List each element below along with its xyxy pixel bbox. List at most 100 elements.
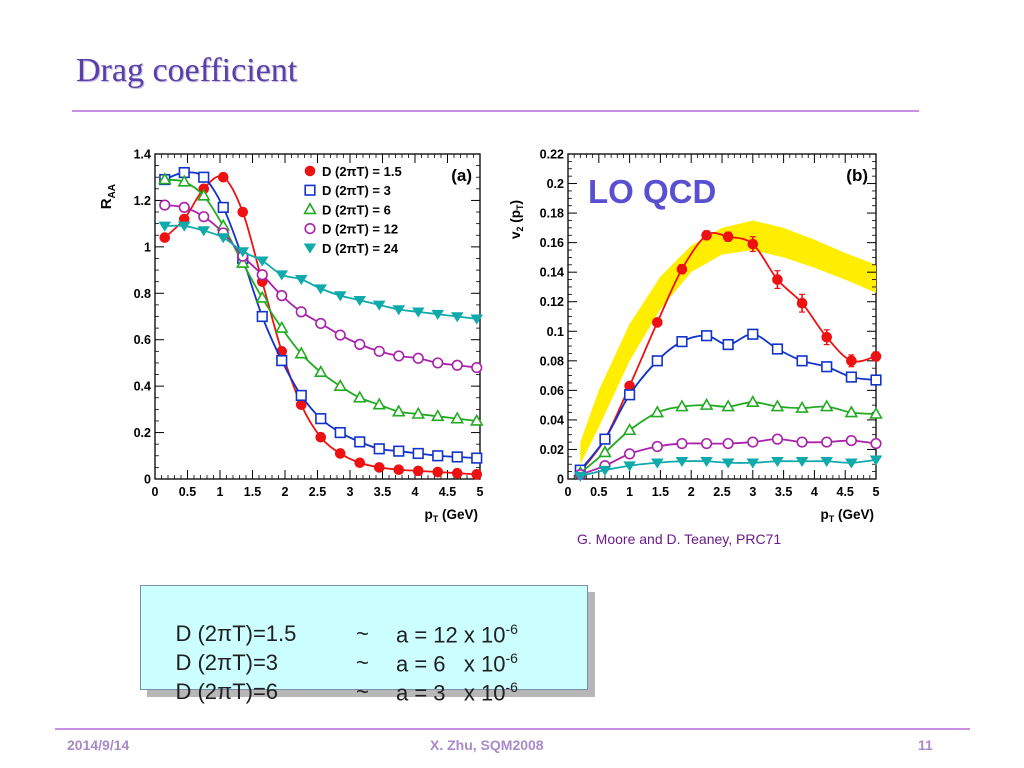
series-4 [574, 433, 882, 481]
data-point [869, 455, 883, 466]
y-axis-title: RAA [98, 184, 118, 209]
equation-line-1: D (2πT)=1.5 ~ a = 12 x 10-6 [151, 595, 517, 673]
data-point [598, 445, 612, 458]
data-point [722, 231, 734, 243]
data-point [334, 329, 346, 341]
data-point [770, 399, 785, 412]
x-tick-label: 4 [412, 485, 419, 499]
x-axis-title: pT (GeV) [820, 507, 874, 524]
y-tick-label: 0.04 [540, 413, 564, 427]
data-point [700, 456, 713, 468]
data-point [772, 274, 783, 285]
data-point [432, 450, 444, 462]
data-point [178, 201, 190, 213]
data-point [431, 309, 445, 320]
data-point [701, 229, 712, 241]
data-point [334, 448, 346, 459]
data-point [411, 406, 426, 419]
data-point [471, 361, 483, 374]
data-point [313, 364, 328, 378]
data-point [746, 394, 760, 407]
data-point [373, 462, 385, 473]
legend-label: D (2πT) = 24 [322, 241, 399, 256]
data-point [574, 471, 587, 482]
y-tick-label: 0.8 [134, 287, 151, 301]
x-tick-label: 3.5 [775, 485, 792, 499]
panel-label: (a) [451, 166, 472, 185]
data-point [198, 171, 210, 183]
data-point [217, 201, 229, 213]
x-tick-label: 4 [811, 485, 818, 499]
data-point [651, 440, 663, 453]
data-point [392, 305, 406, 316]
data-point [432, 466, 444, 478]
y-tick-label: 0.6 [134, 333, 151, 347]
data-point [198, 211, 210, 223]
data-point [869, 406, 883, 419]
legend-marker [303, 243, 317, 254]
x-tick-label: 1 [626, 485, 633, 499]
data-point [821, 436, 833, 448]
data-point [675, 399, 689, 412]
x-tick-label: 1.5 [244, 485, 261, 499]
equation-tilde: ~ [356, 679, 369, 704]
x-tick-label: 1.5 [652, 485, 669, 499]
data-point [623, 461, 636, 472]
y-tick-label: 0.06 [540, 384, 564, 398]
panel-label: (b) [846, 166, 868, 185]
data-point [650, 405, 665, 418]
x-tick-label: 2.5 [309, 485, 326, 499]
legend-label: D (2πT) = 3 [322, 183, 391, 198]
data-point [471, 469, 483, 480]
data-point [451, 467, 463, 479]
data-point [294, 275, 308, 286]
data-point [821, 331, 833, 343]
data-point [197, 226, 211, 237]
data-point [795, 400, 809, 413]
data-point [450, 411, 465, 424]
data-point [236, 247, 250, 258]
data-point [274, 320, 289, 333]
data-point [701, 437, 713, 450]
data-point [469, 413, 484, 426]
data-point [796, 355, 808, 367]
y-tick-label: 0.02 [540, 443, 564, 457]
data-point [845, 434, 857, 447]
data-point [256, 310, 268, 323]
data-point [722, 338, 734, 351]
y-tick-label: 0.2 [134, 426, 151, 440]
lo-qcd-annotation: LO QCD [588, 173, 716, 210]
data-point [315, 431, 327, 443]
data-point [676, 336, 688, 348]
data-point [624, 448, 636, 460]
data-point [819, 399, 834, 412]
data-point [315, 413, 327, 425]
data-point [159, 232, 171, 243]
data-point [276, 355, 288, 367]
data-point [450, 312, 464, 323]
figure-credit: G. Moore and D. Teaney, PRC71 [577, 531, 782, 547]
data-point [255, 290, 270, 303]
series-1 [159, 171, 483, 480]
x-tick-label: 1 [217, 485, 224, 499]
x-tick-label: 3.5 [374, 485, 391, 499]
data-point [372, 397, 387, 410]
data-point [412, 447, 424, 460]
y-tick-label: 0.12 [540, 295, 564, 309]
data-point [651, 355, 663, 367]
data-point [411, 307, 425, 318]
y-tick-label: 0.18 [540, 207, 564, 221]
x-tick-label: 2 [282, 485, 289, 499]
legend-label: D (2πT) = 1.5 [322, 164, 402, 179]
data-point [771, 433, 784, 445]
x-tick-label: 5 [873, 485, 880, 499]
data-point [796, 297, 808, 309]
data-point [795, 456, 809, 468]
data-point [353, 295, 367, 306]
data-point [844, 405, 859, 418]
data-point [845, 371, 857, 383]
data-point [870, 437, 882, 450]
data-point [177, 174, 192, 187]
data-point [295, 306, 307, 318]
data-point [845, 458, 858, 469]
